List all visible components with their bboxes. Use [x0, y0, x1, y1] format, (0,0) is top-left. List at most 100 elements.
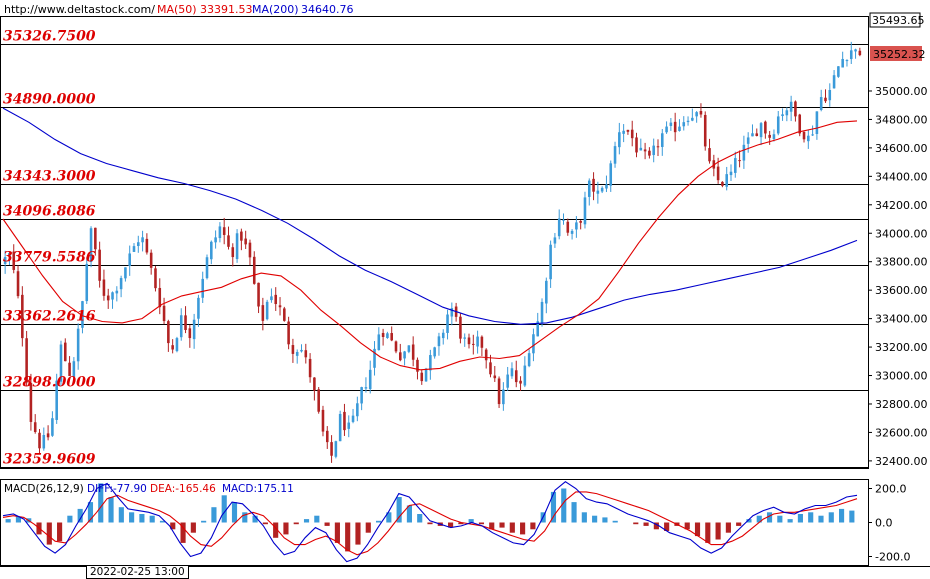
candle-body	[201, 278, 205, 298]
candle-body	[68, 362, 71, 376]
candle-body	[583, 197, 587, 225]
candle-body	[656, 146, 660, 148]
candle-body	[673, 121, 677, 133]
candle-body	[381, 332, 385, 337]
candle-body	[137, 242, 140, 246]
candle-body	[802, 131, 806, 140]
candle-body	[746, 137, 750, 144]
candle-body	[81, 301, 84, 328]
candle-body	[184, 315, 187, 330]
candle-body	[613, 146, 617, 164]
candle-body	[317, 389, 320, 412]
ma200-value: 34640.76	[301, 3, 354, 16]
candle-body	[721, 181, 724, 186]
candle-body	[841, 58, 844, 68]
candle-body	[85, 263, 89, 302]
candle-body	[587, 180, 591, 197]
price-tick-label: 34800.00	[875, 113, 928, 126]
candle-body	[849, 50, 853, 60]
candle-body	[708, 148, 711, 162]
level-label: 35326.7500	[3, 29, 96, 45]
candle-body	[480, 336, 484, 348]
candle-body	[29, 383, 33, 422]
candle-body	[794, 101, 797, 117]
candle-body	[532, 334, 535, 354]
candle-body	[300, 349, 303, 352]
candle-body	[764, 121, 767, 134]
candle-body	[691, 117, 694, 121]
candle-body	[197, 297, 200, 319]
candle-body	[167, 321, 170, 344]
candle-body	[858, 50, 862, 56]
price-tick-label: 33000.00	[875, 370, 928, 383]
ma200-line	[2, 107, 858, 325]
level-label: 34096.8086	[3, 204, 96, 220]
candle-body	[575, 222, 578, 230]
candle-body	[368, 369, 372, 390]
candle-body	[514, 370, 518, 383]
candle-body	[364, 387, 368, 389]
ma200-label: MA(200)	[252, 3, 299, 16]
macd-label: MACD(26,12,9)	[4, 483, 84, 495]
candle-body	[605, 184, 608, 189]
candle-body	[592, 178, 595, 192]
candle-body	[295, 351, 299, 356]
candle-body	[742, 144, 746, 161]
level-label: 34890.0000	[3, 92, 96, 108]
candle-body	[648, 150, 651, 156]
candle-body	[510, 368, 514, 377]
candle-body	[51, 418, 54, 436]
time-cursor-label: 2022-02-25 13:00	[86, 565, 189, 579]
candle-body	[12, 251, 16, 270]
candle-body	[781, 114, 784, 117]
candle-body	[484, 349, 488, 361]
macd-dea-line	[2, 491, 858, 556]
candle-body	[321, 409, 325, 432]
source-url: http://www.deltastock.com/	[4, 3, 155, 16]
ma50-label: MA(50)	[157, 3, 197, 16]
candle-body	[205, 257, 209, 279]
candle-body	[119, 278, 123, 290]
candle-body	[493, 375, 497, 379]
candle-body	[111, 292, 114, 300]
candle-body	[257, 282, 260, 307]
candle-body	[660, 133, 664, 147]
candle-body	[394, 341, 398, 352]
level-label: 32359.9609	[3, 452, 96, 468]
candle-body	[141, 237, 144, 243]
candle-body	[476, 336, 479, 347]
candle-body	[46, 433, 50, 438]
candle-body	[274, 294, 278, 305]
candle-body	[59, 344, 63, 382]
candle-body	[738, 160, 741, 162]
max-price-box	[869, 12, 921, 28]
price-tick-label: 34400.00	[875, 170, 928, 183]
candle-body	[519, 380, 522, 384]
candle-body	[218, 226, 222, 239]
candle-body	[665, 126, 668, 133]
level-label: 33779.5586	[3, 250, 96, 266]
macd-tick-label: 200.0	[875, 483, 907, 496]
candle-body	[424, 368, 428, 382]
candle-body	[832, 75, 836, 89]
candle-body	[102, 279, 106, 296]
macd-diff-line	[2, 481, 858, 563]
candle-body	[759, 123, 763, 138]
price-panel-frame	[0, 16, 869, 469]
macd-dea-value: DEA:-165.46	[150, 483, 216, 495]
candle-body	[42, 434, 46, 449]
candle-body	[261, 305, 265, 321]
candle-body	[330, 442, 333, 456]
candle-body	[398, 352, 402, 361]
candle-body	[678, 126, 681, 131]
price-tick-label: 34600.00	[875, 142, 928, 155]
candle-body	[695, 112, 698, 117]
candle-body	[386, 333, 389, 339]
candle-body	[776, 116, 780, 134]
candle-body	[699, 110, 703, 115]
candle-body	[407, 345, 411, 352]
candle-body	[789, 101, 793, 112]
candle-body	[360, 387, 363, 404]
candle-body	[210, 241, 213, 260]
